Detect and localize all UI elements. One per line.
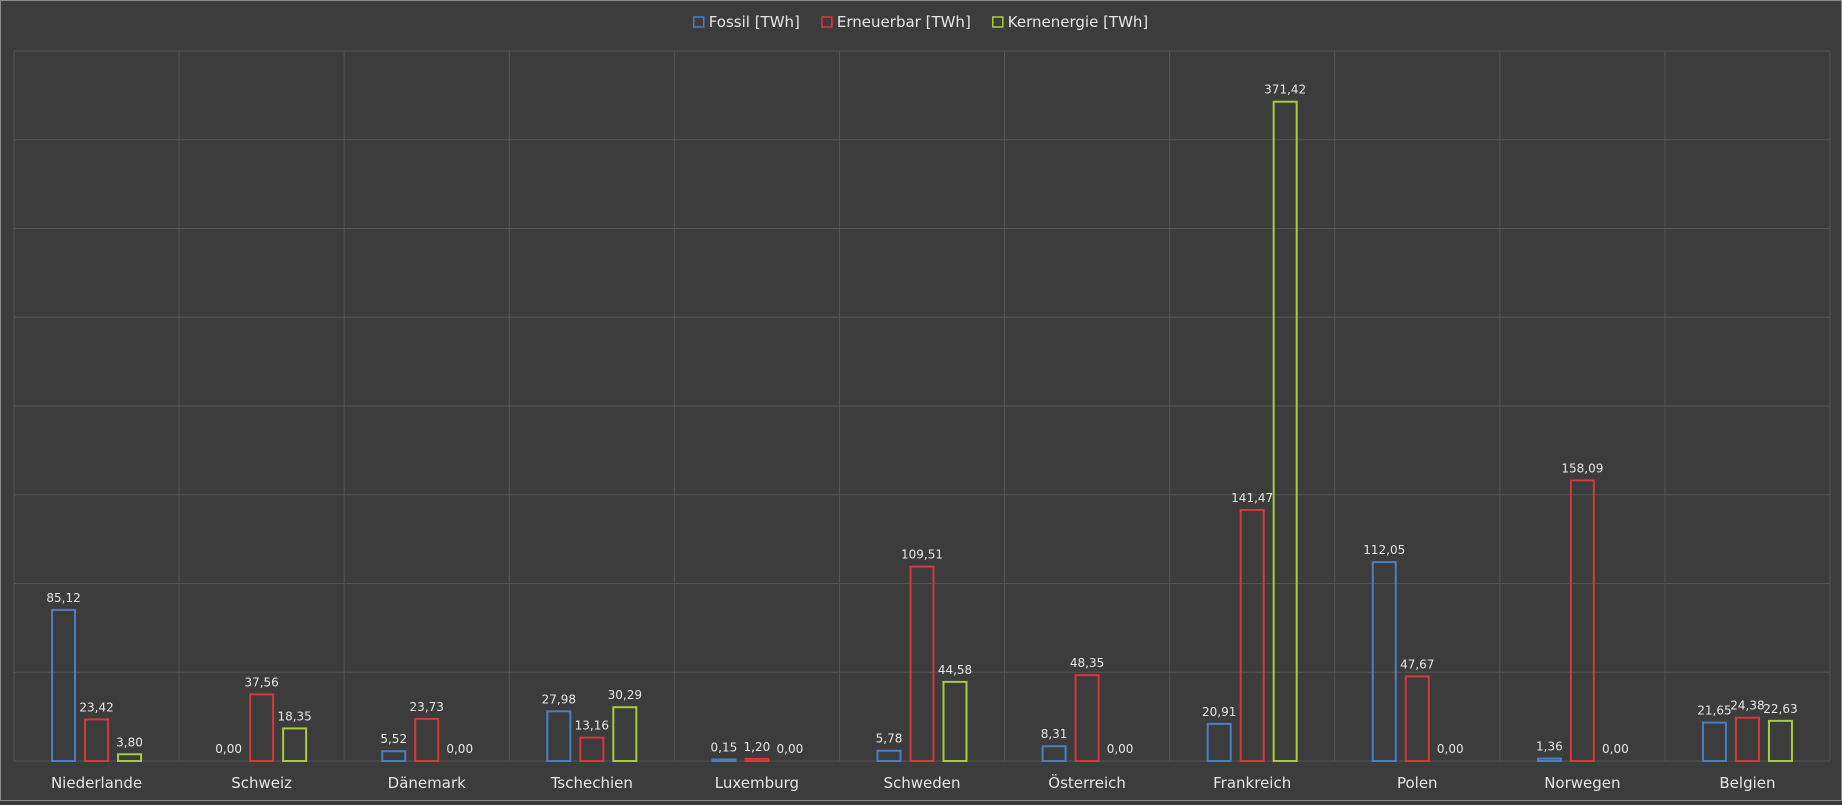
- data-label: 0,00: [777, 742, 804, 756]
- data-label: 0,00: [1602, 742, 1629, 756]
- bar-erneuerbar: [1569, 479, 1595, 762]
- legend-swatch: [692, 16, 705, 28]
- data-label: 158,09: [1561, 461, 1603, 475]
- data-label: 1,36: [1536, 740, 1563, 754]
- legend: Fossil [TWh] Erneuerbar [TWh] Kernenergie …: [692, 13, 1149, 31]
- data-label: 109,51: [901, 548, 943, 562]
- data-label: 20,91: [1202, 705, 1236, 719]
- legend-swatch: [992, 16, 1004, 28]
- data-label: 44,58: [938, 663, 972, 677]
- bar-fossil: [381, 750, 407, 763]
- legend-label: Kernenergie [TWh]: [1008, 13, 1149, 31]
- category-label: Belgien: [1719, 774, 1775, 792]
- bar-erneuerbar: [249, 693, 275, 762]
- category-label: Norwegen: [1544, 774, 1620, 792]
- bar-fossil: [1371, 561, 1397, 763]
- category-label: Schweden: [883, 774, 960, 792]
- bar-erneuerbar: [1404, 675, 1430, 762]
- data-label: 21,65: [1697, 704, 1731, 718]
- bar-erneuerbar: [84, 718, 110, 763]
- bar-kernenergie: [117, 753, 143, 763]
- bar-fossil: [1701, 721, 1727, 762]
- bar-fossil: [546, 710, 572, 763]
- data-label: 0,15: [711, 741, 738, 755]
- legend-label: Fossil [TWh]: [709, 13, 800, 31]
- data-label: 30,29: [608, 688, 642, 702]
- data-label: 0,00: [1107, 742, 1134, 756]
- data-label: 37,56: [244, 675, 278, 689]
- data-label: 5,52: [380, 732, 407, 746]
- bar-erneuerbar: [1239, 508, 1265, 762]
- data-label: 48,35: [1070, 656, 1104, 670]
- data-label: 27,98: [542, 692, 576, 706]
- bar-erneuerbar: [1734, 716, 1760, 763]
- data-label: 0,00: [215, 742, 242, 756]
- category-label: Luxemburg: [715, 774, 799, 792]
- bar-erneuerbar: [909, 565, 935, 762]
- bar-erneuerbar: [414, 717, 440, 763]
- category-labels: Niederlande Schweiz Dänemark Tschechien Luxe…: [51, 773, 1776, 792]
- data-label: 13,16: [575, 719, 609, 733]
- data-label: 47,67: [1400, 657, 1434, 671]
- bar-kernenergie: [1767, 719, 1793, 762]
- grid-lines: [13, 50, 1831, 762]
- bar-fossil: [51, 608, 77, 762]
- legend-swatch: [821, 16, 833, 28]
- bar-fossil: [1206, 722, 1232, 763]
- bar-fossil: [1536, 757, 1562, 762]
- category-label: Polen: [1397, 774, 1438, 792]
- bar-kernenergie: [282, 727, 308, 763]
- data-labels: 85,12 23,42 3,80 0,00 37,56 18,35 5,52 23,73 0,0…: [46, 83, 1797, 756]
- category-label: Niederlande: [51, 774, 142, 792]
- data-label: 3,80: [116, 735, 143, 749]
- bar-fossil: [1041, 745, 1067, 763]
- data-label: 141,47: [1231, 491, 1273, 505]
- data-label: 371,42: [1264, 83, 1306, 97]
- data-label: 23,73: [410, 700, 444, 714]
- data-label: 22,63: [1763, 702, 1797, 716]
- data-label: 18,35: [277, 709, 311, 723]
- bars: [51, 100, 1793, 763]
- bar-fossil: [711, 758, 737, 762]
- category-label: Schweiz: [231, 774, 292, 792]
- data-label: 0,00: [1437, 742, 1464, 756]
- bar-fossil: [876, 749, 902, 762]
- legend-label: Erneuerbar [TWh]: [837, 13, 971, 31]
- data-label: 5,78: [876, 732, 903, 746]
- category-label: Frankreich: [1213, 774, 1291, 792]
- data-label: 1,20: [744, 740, 771, 754]
- data-label: 85,12: [46, 591, 80, 605]
- data-label: 23,42: [79, 700, 113, 714]
- data-label: 24,38: [1730, 699, 1764, 713]
- data-label: 8,31: [1041, 727, 1068, 741]
- data-label: 0,00: [446, 742, 473, 756]
- category-label: Österreich: [1048, 773, 1126, 792]
- category-label: Dänemark: [388, 774, 466, 792]
- bar-kernenergie: [1272, 100, 1298, 763]
- data-label: 112,05: [1363, 543, 1405, 557]
- bar-erneuerbar: [579, 736, 605, 762]
- bar-kernenergie: [942, 680, 968, 762]
- bar-erneuerbar: [1074, 674, 1100, 763]
- bar-kernenergie: [612, 706, 638, 762]
- bar-erneuerbar: [744, 757, 770, 762]
- category-label: Tschechien: [550, 774, 633, 792]
